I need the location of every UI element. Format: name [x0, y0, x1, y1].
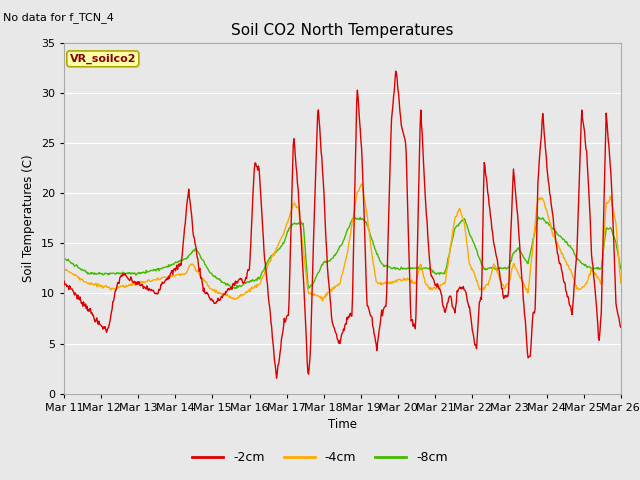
X-axis label: Time: Time — [328, 418, 357, 431]
Title: Soil CO2 North Temperatures: Soil CO2 North Temperatures — [231, 23, 454, 38]
Y-axis label: Soil Temperatures (C): Soil Temperatures (C) — [22, 155, 35, 282]
Text: No data for f_TCN_4: No data for f_TCN_4 — [3, 12, 114, 23]
Legend: -2cm, -4cm, -8cm: -2cm, -4cm, -8cm — [187, 446, 453, 469]
Text: VR_soilco2: VR_soilco2 — [70, 54, 136, 64]
